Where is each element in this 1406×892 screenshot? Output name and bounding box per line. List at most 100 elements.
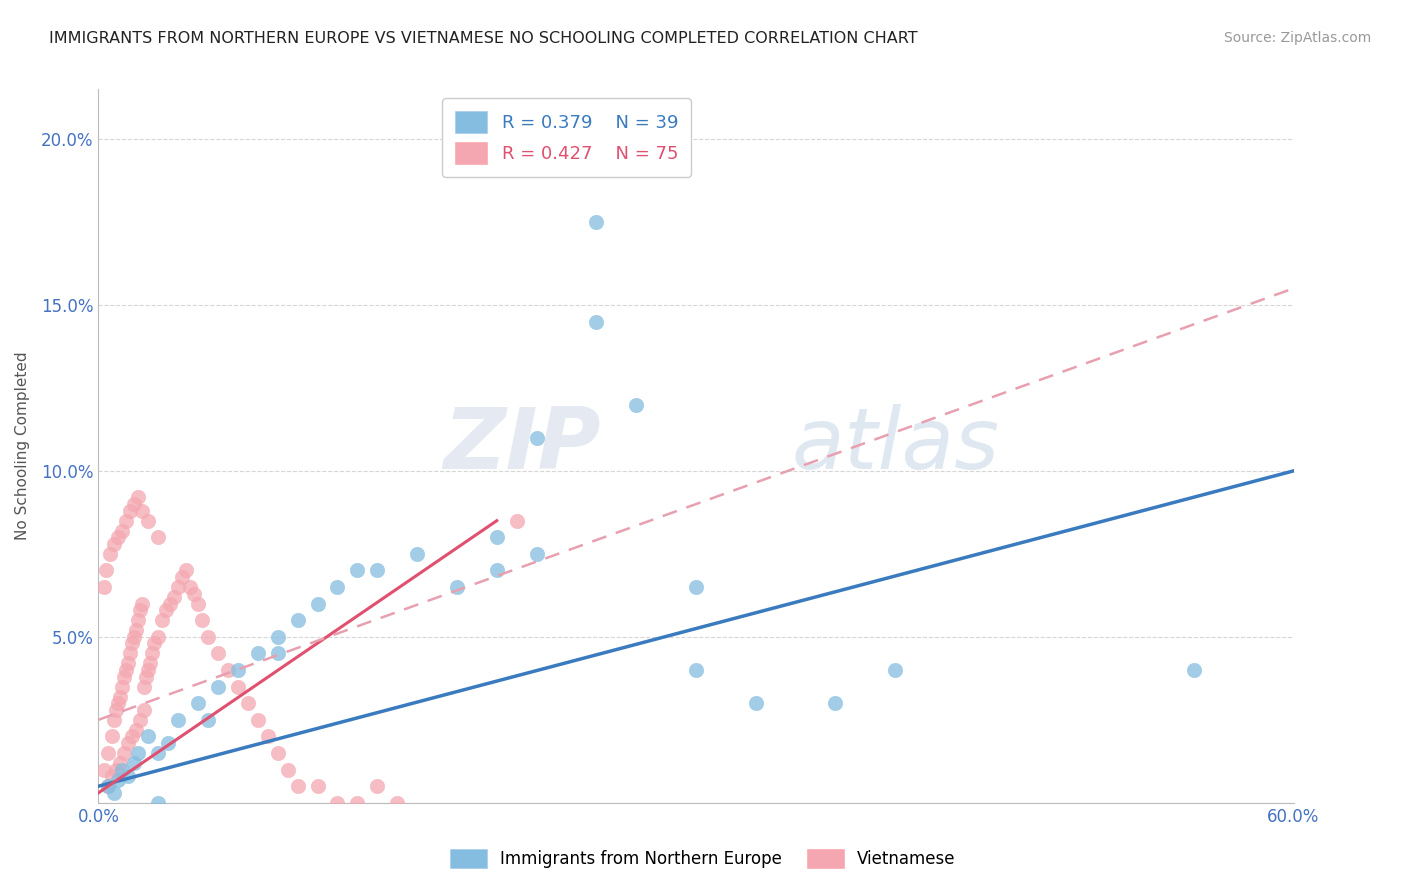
Point [93,763,115,777]
Point [267,630,290,644]
Point [685,580,707,594]
Point [187,597,209,611]
Point [93,580,115,594]
Point [101,769,124,783]
Point [112,746,135,760]
Point [585,215,607,229]
Point [385,796,409,810]
Point [141,647,163,661]
Point [485,530,508,544]
Point [111,763,134,777]
Point [101,730,124,744]
Point [117,769,139,783]
Point [148,796,170,810]
Point [129,603,152,617]
Point [207,680,229,694]
Point [96,564,118,578]
Point [124,497,146,511]
Point [115,663,138,677]
Point [277,763,299,777]
Point [134,680,156,694]
Point [256,730,278,744]
Point [366,564,388,578]
Point [526,431,548,445]
Point [150,613,173,627]
Point [287,779,309,793]
Point [485,564,508,578]
Point [226,680,249,694]
Point [124,630,146,644]
Text: IMMIGRANTS FROM NORTHERN EUROPE VS VIETNAMESE NO SCHOOLING COMPLETED CORRELATION: IMMIGRANTS FROM NORTHERN EUROPE VS VIETN… [49,31,918,46]
Point [148,530,170,544]
Point [163,590,186,604]
Point [267,647,290,661]
Point [157,736,180,750]
Point [143,636,166,650]
Point [884,663,907,677]
Point [127,613,149,627]
Point [98,547,122,561]
Point [139,657,162,671]
Point [120,504,142,518]
Point [179,580,201,594]
Point [111,524,134,538]
Point [824,696,846,710]
Point [135,670,157,684]
Point [107,530,129,544]
Point [246,713,269,727]
Point [117,657,139,671]
Point [446,580,468,594]
Point [121,636,143,650]
Point [148,746,170,760]
Point [127,491,149,505]
Point [131,597,153,611]
Point [506,514,529,528]
Point [110,690,132,704]
Point [125,723,148,737]
Point [167,713,190,727]
Point [183,587,205,601]
Point [167,580,190,594]
Point [124,756,146,770]
Point [115,514,138,528]
Point [129,713,152,727]
Point [226,663,249,677]
Text: ZIP: ZIP [443,404,600,488]
Point [246,647,269,661]
Point [111,680,134,694]
Point [136,663,159,677]
Point [307,597,329,611]
Point [326,796,349,810]
Point [187,696,209,710]
Point [526,547,548,561]
Point [148,630,170,644]
Point [287,613,309,627]
Y-axis label: No Schooling Completed: No Schooling Completed [15,351,30,541]
Point [174,564,197,578]
Point [107,772,129,787]
Point [626,397,648,411]
Point [307,779,329,793]
Point [107,696,129,710]
Point [112,670,135,684]
Point [406,547,429,561]
Point [127,746,149,760]
Text: atlas: atlas [792,404,1000,488]
Point [191,613,214,627]
Point [134,703,156,717]
Point [136,730,159,744]
Point [110,756,132,770]
Point [120,647,142,661]
Point [105,763,128,777]
Point [207,647,229,661]
Point [346,796,368,810]
Legend: Immigrants from Northern Europe, Vietnamese: Immigrants from Northern Europe, Vietnam… [444,842,962,875]
Point [131,504,153,518]
Point [267,746,290,760]
Point [346,564,368,578]
Text: Source: ZipAtlas.com: Source: ZipAtlas.com [1223,31,1371,45]
Point [117,736,139,750]
Point [103,713,125,727]
Point [366,779,388,793]
Point [159,597,181,611]
